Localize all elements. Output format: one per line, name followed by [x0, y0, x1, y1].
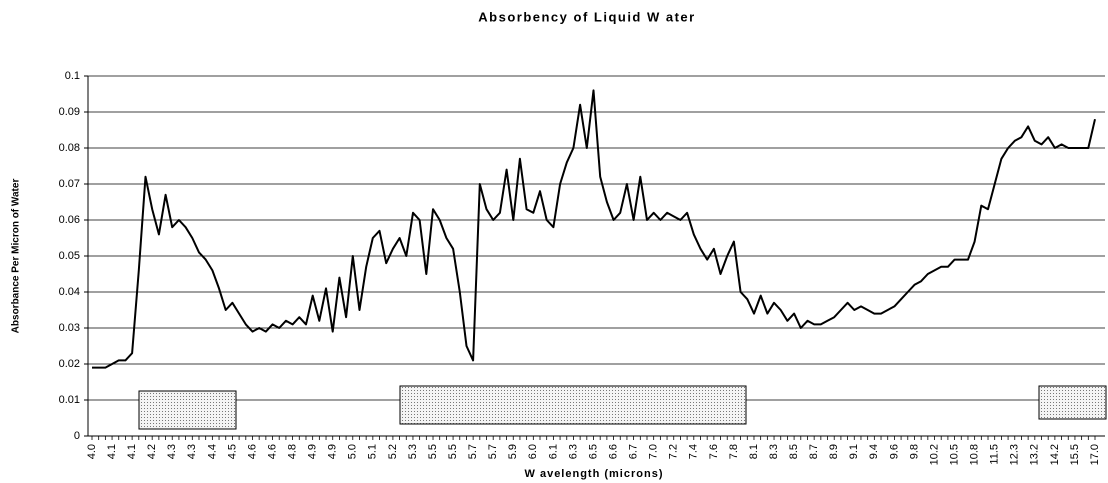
x-tick-label: 5.5	[427, 444, 439, 459]
x-tick-label: 7.8	[728, 444, 740, 459]
x-tick-label: 4.3	[186, 444, 198, 459]
x-tick-label: 5.7	[467, 444, 479, 459]
x-tick-label: 6.3	[567, 444, 579, 459]
x-tick-label: 8.5	[788, 444, 800, 459]
y-tick-label: 0.08	[59, 142, 80, 154]
x-tick-label: 4.5	[226, 444, 238, 459]
x-tick-label: 14.2	[1049, 444, 1061, 465]
y-tick-label: 0.03	[59, 322, 80, 334]
y-tick-label: 0.02	[59, 358, 80, 370]
x-tick-label: 4.9	[327, 444, 339, 459]
x-tick-label: 5.3	[407, 444, 419, 459]
x-tick-label: 15.5	[1069, 444, 1081, 465]
x-tick-label: 5.9	[507, 444, 519, 459]
x-tick-label: 9.4	[868, 444, 880, 459]
y-tick-label: 0.04	[59, 286, 80, 298]
x-tick-label: 4.1	[126, 444, 138, 459]
x-tick-label: 4.1	[106, 444, 118, 459]
x-tick-label: 8.3	[768, 444, 780, 459]
x-tick-label: 5.5	[447, 444, 459, 459]
y-tick-label: 0.01	[59, 394, 80, 406]
x-tick-label: 10.8	[969, 444, 981, 465]
x-axis-label: W avelength (microns)	[525, 468, 664, 480]
x-tick-label: 10.2	[928, 444, 940, 465]
x-tick-label: 6.7	[628, 444, 640, 459]
x-tick-label: 10.5	[948, 444, 960, 465]
x-tick-label: 4.2	[146, 444, 158, 459]
y-tick-label: 0.09	[59, 106, 80, 118]
x-tick-label: 8.7	[808, 444, 820, 459]
x-tick-label: 8.9	[828, 444, 840, 459]
x-tick-label: 6.5	[587, 444, 599, 459]
x-tick-label: 4.0	[86, 444, 98, 459]
y-tick-label: 0.1	[65, 70, 80, 82]
x-tick-label: 4.3	[166, 444, 178, 459]
x-tick-label: 8.1	[748, 444, 760, 459]
band-box	[138, 390, 237, 430]
x-tick-label: 12.3	[1009, 444, 1021, 465]
band-box	[399, 385, 747, 425]
x-tick-label: 7.4	[688, 444, 700, 459]
x-tick-label: 4.6	[246, 444, 258, 459]
y-tick-label: 0.07	[59, 178, 80, 190]
x-tick-label: 4.4	[206, 444, 218, 459]
x-tick-label: 7.2	[668, 444, 680, 459]
y-axis-label: Absorbance Per Micron of Water	[11, 179, 22, 334]
x-tick-label: 4.6	[266, 444, 278, 459]
x-tick-label: 4.8	[287, 444, 299, 459]
data-line	[92, 89, 1096, 369]
x-tick-label: 17.0	[1089, 444, 1101, 465]
grid	[88, 75, 1105, 437]
x-tick-label: 7.6	[708, 444, 720, 459]
y-tick-label: 0	[74, 430, 80, 442]
y-tick-label: 0.06	[59, 214, 80, 226]
x-tick-label: 5.1	[367, 444, 379, 459]
x-tick-label: 6.6	[607, 444, 619, 459]
x-tick-label: 5.0	[347, 444, 359, 459]
x-tick-label: 6.1	[547, 444, 559, 459]
x-tick-label: 9.8	[908, 444, 920, 459]
x-tick-label: 6.0	[527, 444, 539, 459]
y-tick-label: 0.05	[59, 250, 80, 262]
x-tick-label: 4.9	[307, 444, 319, 459]
x-tick-label: 11.5	[989, 444, 1001, 465]
chart-title: Absorbency of Liquid W ater	[478, 9, 695, 24]
x-tick-label: 13.2	[1029, 444, 1041, 465]
x-tick-label: 9.6	[888, 444, 900, 459]
x-tick-label: 5.2	[387, 444, 399, 459]
x-tick-label: 7.0	[648, 444, 660, 459]
band-box	[1038, 385, 1107, 420]
x-tick-label: 5.7	[487, 444, 499, 459]
x-tick-label: 9.1	[848, 444, 860, 459]
